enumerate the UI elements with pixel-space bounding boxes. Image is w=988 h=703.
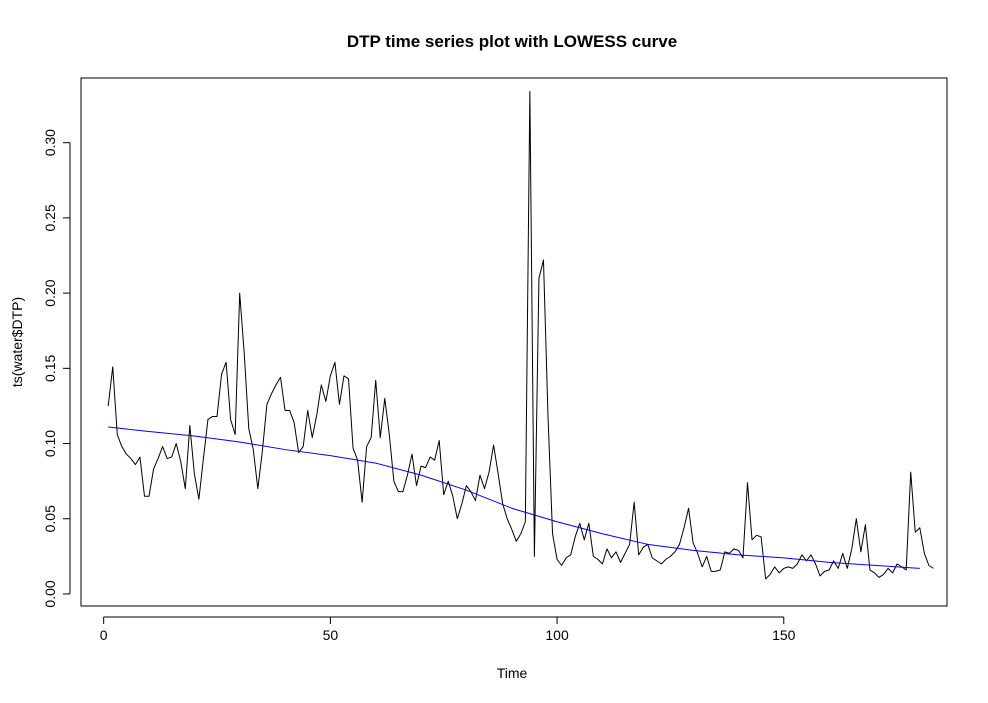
y-tick-label: 0.30 [42, 129, 58, 156]
x-tick-label: 100 [545, 627, 569, 643]
y-tick-label: 0.15 [42, 354, 58, 381]
x-tick-label: 50 [323, 627, 339, 643]
dtp-series-line [107, 91, 934, 580]
y-tick-label: 0.00 [42, 580, 58, 607]
y-axis-label: ts(water$DTP) [9, 297, 25, 387]
y-tick-label: 0.20 [42, 279, 58, 306]
x-tick-label: 150 [772, 627, 796, 643]
plot-frame [80, 77, 948, 607]
x-axis: 0 50 100 150 [100, 616, 796, 643]
chart-title: DTP time series plot with LOWESS curve [347, 32, 677, 51]
y-tick-label: 0.25 [42, 204, 58, 231]
y-tick-label: 0.05 [42, 505, 58, 532]
x-axis-label: Time [497, 665, 528, 681]
x-tick-label: 0 [100, 627, 108, 643]
y-axis: 0.00 0.05 0.10 0.15 0.20 0.25 0.30 [42, 129, 71, 608]
y-tick-label: 0.10 [42, 430, 58, 457]
series-layer [107, 91, 934, 580]
lowess-curve-line [108, 426, 920, 569]
